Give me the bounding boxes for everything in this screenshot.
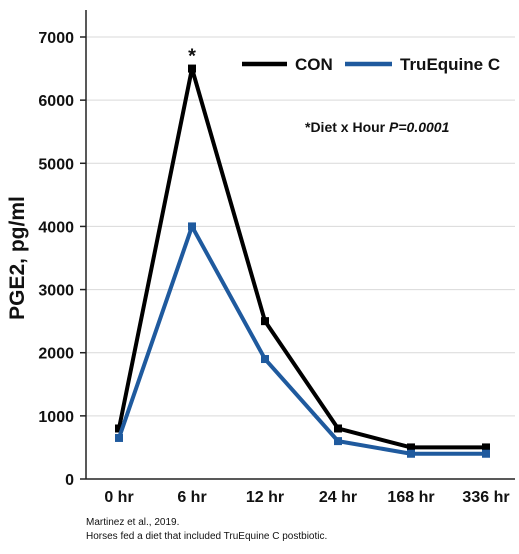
y-tick-label: 6000 [38,93,74,110]
data-point [407,443,415,452]
y-tick-label: 0 [65,472,74,489]
x-tick-labels: 0 hr 6 hr 12 hr 24 hr 168 hr 336 hr [104,489,509,506]
data-point [261,355,269,364]
legend-label-con: CON [295,55,333,74]
data-point [407,449,415,458]
x-tick-label: 336 hr [462,489,509,506]
y-tick-labels: 0 1000 2000 3000 4000 5000 6000 7000 [38,30,86,489]
x-tick-label: 12 hr [246,489,284,506]
data-point [188,64,196,73]
data-point [115,424,123,433]
series-line-1 [117,224,486,456]
data-point [261,317,269,326]
data-point [188,222,196,231]
data-point [482,449,490,458]
data-point [482,443,490,452]
y-tick-label: 5000 [38,156,74,173]
data-point [334,437,342,446]
significance-annotation: *Diet x Hour P=0.0001 [305,119,450,135]
legend-label-trueequine: TruEquine C [400,55,500,74]
annotation-prefix: *Diet x Hour [305,119,389,135]
data-point [334,424,342,433]
x-tick-label: 0 hr [104,489,133,506]
x-tick-label: 168 hr [387,489,434,506]
x-tick-label: 24 hr [319,489,357,506]
series-lines [115,64,490,458]
data-point [115,433,123,442]
y-axis-label: PGE2, pg/ml [6,196,29,320]
annotation-p-value: P=0.0001 [389,119,450,135]
description-footnote: Horses fed a diet that included TruEquin… [86,531,328,542]
legend: CON TruEquine C [242,55,500,74]
gridlines [86,36,515,417]
y-tick-label: 3000 [38,283,74,300]
y-tick-label: 2000 [38,346,74,363]
significance-marker: * [188,46,196,68]
x-tick-label: 6 hr [177,489,206,506]
y-tick-label: 4000 [38,219,74,236]
y-tick-label: 1000 [38,409,74,426]
y-tick-label: 7000 [38,30,74,47]
citation-footnote: Martinez et al., 2019. [86,517,180,528]
series-line-0 [117,66,486,450]
